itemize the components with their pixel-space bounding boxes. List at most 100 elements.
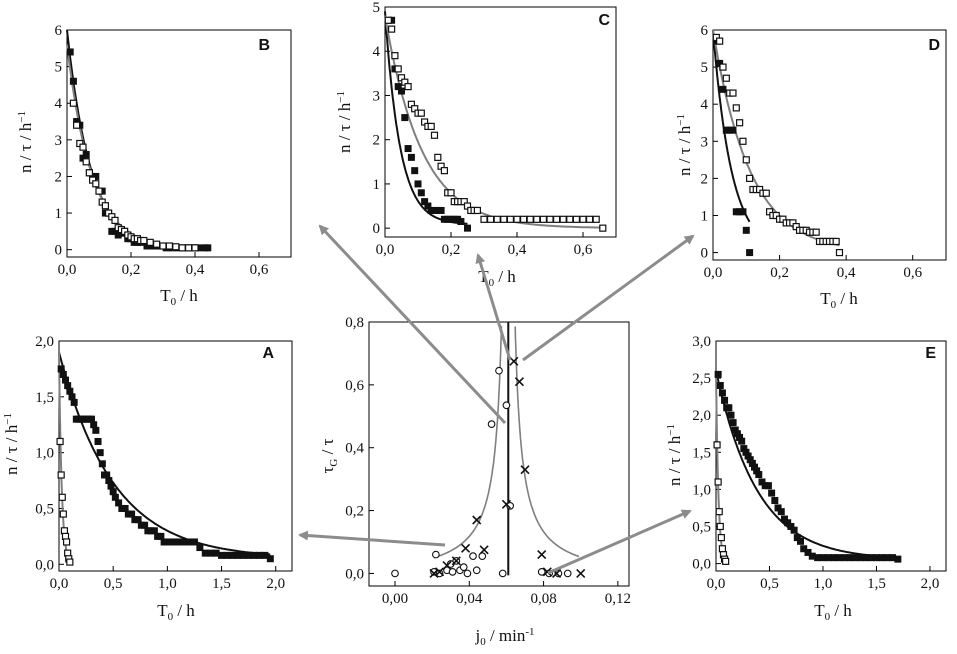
panel-main-ytick-label: 0,2 <box>345 504 364 520</box>
panel-e-xlabel: T0 / h <box>814 601 852 623</box>
panel-e-point-open <box>722 557 730 565</box>
panel-c-point-open <box>487 215 495 223</box>
panel-e-point-filled <box>751 463 759 471</box>
panel-a-point-filled <box>157 532 165 540</box>
panel-e-point-filled <box>748 459 756 467</box>
panel-a-point-filled <box>68 393 76 401</box>
panel-main-point-cross <box>429 568 439 578</box>
panel-a-point-filled <box>64 382 72 390</box>
panel-c-ytick-label: 4 <box>373 44 381 60</box>
panel-main-point-circle <box>448 568 457 576</box>
panel-c-point-filled <box>421 198 429 206</box>
panel-b-point-filled <box>111 227 119 235</box>
panel-a-point-filled <box>141 521 149 529</box>
panel-b-point-open <box>165 242 173 250</box>
panel-c-point-filled <box>424 202 432 210</box>
panel-a-point-filled <box>107 482 115 490</box>
panel-b-point-filled <box>66 48 74 56</box>
panel-d-xtick-label: 0,6 <box>903 265 922 281</box>
panel-a-frame <box>58 340 293 572</box>
panel-d-xlabel: T0 / h <box>820 289 858 311</box>
panel-b-point-open <box>111 216 119 224</box>
panel-c-frame <box>384 6 617 238</box>
panel-c-point-open <box>473 206 481 215</box>
panel-e-point-filled <box>835 554 843 562</box>
panel-a-point-open <box>59 510 67 518</box>
panel-e-ytick-label: 2,0 <box>692 408 711 424</box>
panel-main-point-circle <box>502 401 511 410</box>
panel-main-point-circle <box>506 502 514 510</box>
panel-e-xtick-label: 2,0 <box>921 576 940 592</box>
panel-a-point-filled <box>103 471 111 479</box>
panel-e-fit-curve <box>715 370 898 559</box>
panel-c-point-open <box>566 215 574 223</box>
panel-a: A 0,0 0,5 1,0 1,5 2,00,00,51,01,52,0 T0 / h … <box>2 334 293 623</box>
panel-main-point-circle <box>459 563 468 571</box>
panel-a-point-open <box>58 493 66 501</box>
panel-c-ytick-label: 5 <box>373 0 381 16</box>
panel-d-frame <box>712 29 947 261</box>
panel-e-point-filled <box>856 554 864 562</box>
panel-a-point-filled <box>62 376 70 384</box>
panel-b-point-open <box>185 244 193 252</box>
panel-b-point-open <box>178 244 186 252</box>
panel-d-point-open <box>742 156 750 164</box>
panel-b-xtick-label: 0,6 <box>250 262 269 278</box>
panel-main-point-circle <box>478 552 487 560</box>
panel-c-point-open <box>388 25 396 33</box>
panel-d-xtick-label: 0,0 <box>704 265 723 281</box>
panel-main-point-circle <box>498 569 507 578</box>
panel-e-point-filled <box>718 389 726 397</box>
panel-b-letter: B <box>258 37 270 54</box>
panel-c-fit-curve <box>384 15 603 229</box>
panel-main-point-cross <box>435 567 445 577</box>
panel-a-ytick-label: 1,0 <box>35 446 54 462</box>
panel-e-point-filled <box>733 430 741 438</box>
panel-a-point-filled <box>98 460 106 468</box>
panel-e-letter: E <box>925 345 936 362</box>
panel-a-xtick-label: 1,0 <box>158 576 177 592</box>
panel-b-ytick-label: 3 <box>55 133 63 149</box>
panel-a-xtick-label: 0,0 <box>50 576 69 592</box>
panel-e-point-filled <box>872 554 880 562</box>
panel-e-point-filled <box>742 448 750 456</box>
panel-main-point-cross <box>537 550 547 560</box>
arrow-to-panel-d <box>522 234 695 362</box>
panel-main-point-cross <box>576 568 586 578</box>
panel-c-point-filled <box>411 167 419 175</box>
panel-main-point-circle <box>563 569 572 578</box>
panel-e-xtick-label: 1,0 <box>814 576 833 592</box>
panel-b-xtick-label: 0,2 <box>122 262 141 278</box>
panel-e-ytick-label: 0,5 <box>692 519 711 535</box>
panel-main-point-circle <box>391 569 399 578</box>
panel-main-ytick-label: 0,6 <box>345 378 364 394</box>
panel-d-point-open <box>716 37 724 45</box>
panel-d-xtick-label: 0,4 <box>837 265 856 281</box>
panel-d-point-open <box>736 119 744 127</box>
panel-e-point-filled <box>793 534 801 542</box>
panel-e-ylabel: n / τ / h−1 <box>665 424 684 486</box>
panel-e-point-open <box>713 441 721 449</box>
panel-main-point-circle <box>495 366 503 375</box>
panel-a-point-filled <box>59 370 67 378</box>
panel-d-point-open <box>722 74 730 82</box>
panel-a-point-filled <box>163 538 171 546</box>
panel-b-point-open <box>72 121 81 129</box>
panel-main-point-cross <box>542 567 552 577</box>
panel-a-ytick-label: 2,0 <box>35 334 54 350</box>
panel-a-point-filled <box>180 538 188 546</box>
panel-main-point-circle <box>487 420 496 428</box>
panel-b-frame <box>66 29 292 258</box>
panel-c-point-open <box>585 215 594 223</box>
panel-b-ytick-label: 1 <box>55 206 63 222</box>
panel-b-point-filled <box>204 244 212 252</box>
panel-a-point-filled <box>150 527 158 535</box>
panel-c-point-open <box>391 52 399 60</box>
panel-c-point-filled <box>414 180 422 188</box>
arrow-to-panel-e <box>547 509 692 575</box>
panel-e-point-filled <box>727 411 735 419</box>
panel-d-ytick-label: 4 <box>701 97 709 113</box>
panel-c-point-open <box>447 189 455 197</box>
panel-e-point-open <box>714 478 722 486</box>
panel-a-point-filled <box>239 551 247 559</box>
